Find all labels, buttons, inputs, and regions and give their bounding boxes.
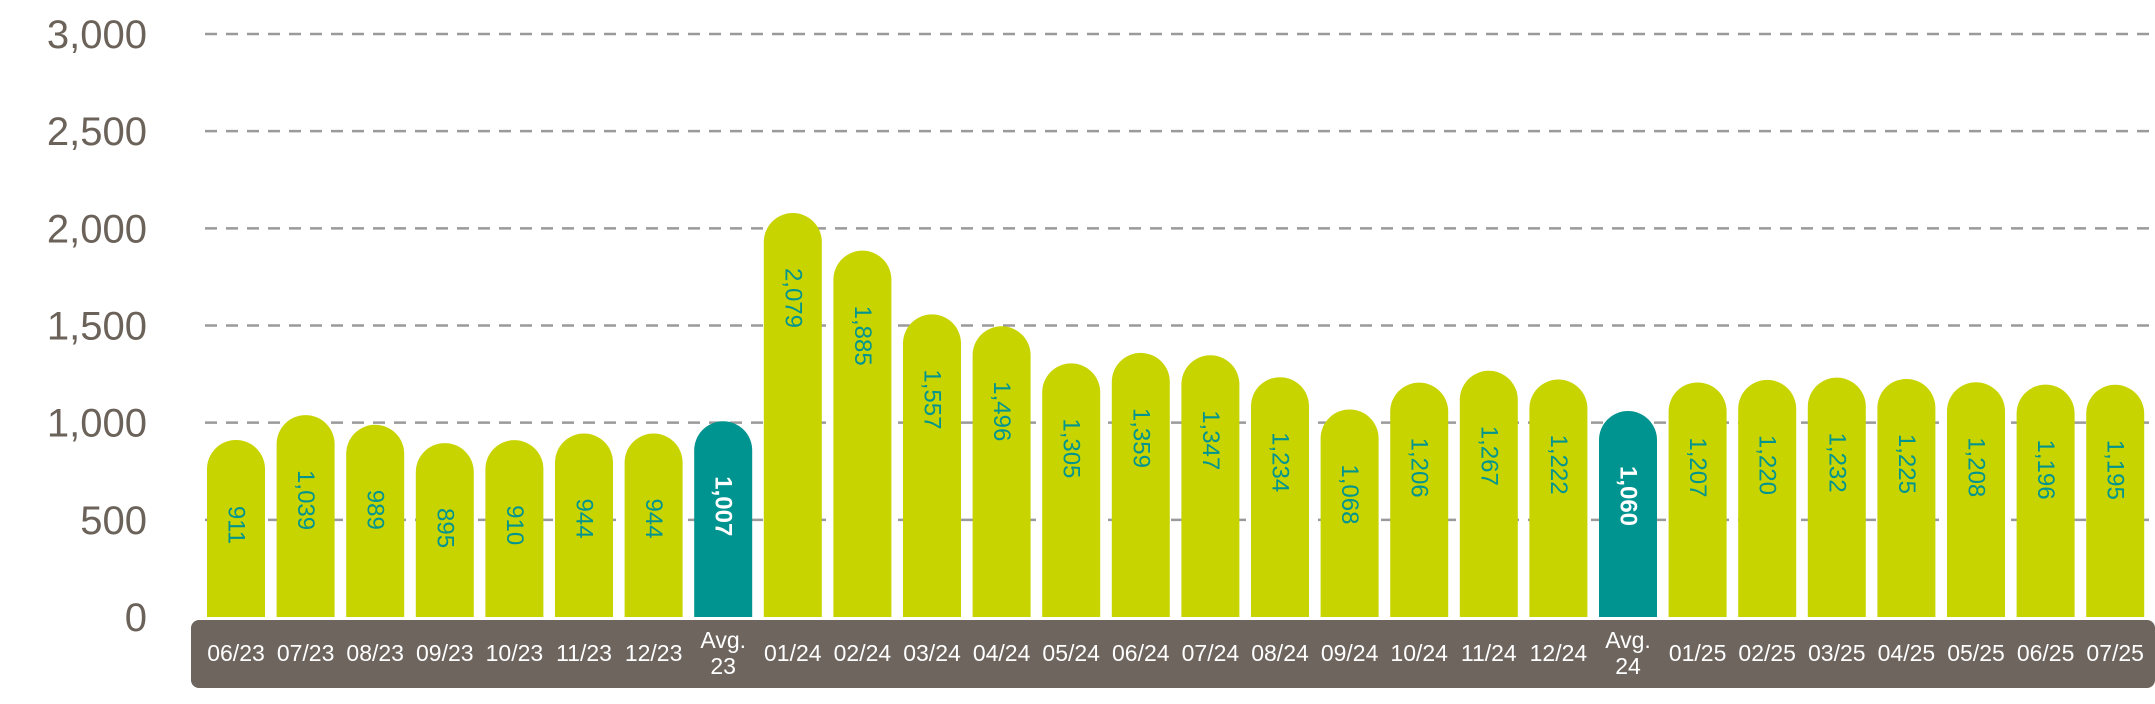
bar <box>1459 370 1518 617</box>
x-tick-label: 09/23 <box>416 640 474 666</box>
x-tick-label: 07/24 <box>1182 640 1240 666</box>
x-tick-label: 03/25 <box>1808 640 1866 666</box>
bar-value-label: 1,196 <box>2032 440 2059 500</box>
bar <box>1738 379 1797 617</box>
bar-value-label: 1,557 <box>919 369 946 429</box>
bar-value-label: 1,060 <box>1615 466 1642 526</box>
bar-value-label: 1,007 <box>710 476 737 536</box>
bar-value-label: 1,496 <box>988 381 1015 441</box>
x-tick-label: Avg. 23 <box>700 627 746 679</box>
x-tick-label: 07/23 <box>277 640 335 666</box>
bar-value-label: 1,068 <box>1336 464 1363 524</box>
bar <box>1181 355 1240 617</box>
x-tick-label: 11/24 <box>1461 640 1517 666</box>
bar <box>1111 352 1170 617</box>
x-tick-label: 08/23 <box>346 640 404 666</box>
bar <box>1042 363 1101 617</box>
bar <box>833 250 892 617</box>
y-tick-label: 0 <box>125 596 147 640</box>
bar-value-label: 1,232 <box>1823 433 1850 493</box>
x-tick-label: 09/24 <box>1321 640 1379 666</box>
x-tick-label: 07/25 <box>2086 640 2144 666</box>
y-tick-label: 1,000 <box>47 402 147 446</box>
bar-value-label: 1,359 <box>1127 408 1154 468</box>
x-axis-band <box>191 620 2155 688</box>
bar <box>276 415 335 617</box>
bar <box>763 212 822 617</box>
x-tick-label: 11/23 <box>556 640 612 666</box>
bar <box>2086 384 2145 617</box>
bar <box>2016 384 2075 617</box>
bar-value-label: 1,206 <box>1406 438 1433 498</box>
bar-value-label: 895 <box>431 508 458 548</box>
x-tick-label: 12/23 <box>625 640 683 666</box>
bars: 911 1,039 989 895 910 944 944 1,007 2,079 1,885 1,… <box>207 212 2145 617</box>
x-tick-label: 06/23 <box>207 640 265 666</box>
bar <box>415 443 474 617</box>
x-tick-label: 10/23 <box>486 640 544 666</box>
bar-value-label: 911 <box>223 506 250 544</box>
bar <box>903 314 961 617</box>
y-tick-label: 500 <box>80 499 147 543</box>
bar-value-label: 1,207 <box>1684 437 1711 497</box>
bar-value-label: 1,225 <box>1893 434 1920 494</box>
bar <box>555 433 613 617</box>
x-tick-label: 05/25 <box>1947 640 2005 666</box>
y-axis: 0 500 1,000 1,500 2,000 2,500 3,000 <box>47 13 147 640</box>
x-tick-label: 04/24 <box>973 640 1031 666</box>
bar-value-label: 944 <box>571 499 598 539</box>
bar <box>1599 411 1657 617</box>
bar-value-label: 1,039 <box>292 470 319 530</box>
y-tick-label: 2,500 <box>47 110 147 154</box>
bar <box>1807 377 1866 617</box>
y-tick-label: 1,500 <box>47 305 147 349</box>
bar-value-label: 1,267 <box>1475 426 1502 486</box>
x-tick-label: 06/24 <box>1112 640 1170 666</box>
x-tick-label: 03/24 <box>903 640 961 666</box>
bar <box>485 440 544 617</box>
bar <box>1251 377 1309 617</box>
x-tick-label: 02/25 <box>1738 640 1796 666</box>
x-tick-label: Avg. 24 <box>1605 627 1651 679</box>
x-tick-label: 01/25 <box>1669 640 1727 666</box>
bar-value-label: 1,208 <box>1963 437 1990 497</box>
y-tick-label: 2,000 <box>47 207 147 251</box>
x-axis: 06/23 07/23 08/23 09/23 10/23 11/23 12/23 Avg. 2… <box>207 627 2144 679</box>
x-tick-label: 01/24 <box>764 640 822 666</box>
x-tick-label: 10/24 <box>1390 640 1448 666</box>
bar <box>1529 379 1588 617</box>
bar-value-label: 1,305 <box>1058 418 1085 478</box>
bar <box>1320 409 1379 617</box>
x-tick-label: 05/24 <box>1042 640 1100 666</box>
bar-value-label: 989 <box>362 490 389 530</box>
bar <box>1877 378 1936 617</box>
bar-value-label: 944 <box>640 499 667 539</box>
bar-value-label: 1,234 <box>1267 432 1294 492</box>
x-tick-label: 06/25 <box>2017 640 2075 666</box>
bar <box>346 424 405 617</box>
bar-value-label: 910 <box>501 505 528 545</box>
x-tick-label: 12/24 <box>1530 640 1588 666</box>
x-tick-label: 02/24 <box>834 640 892 666</box>
bar <box>972 326 1031 617</box>
bar-value-label: 1,195 <box>2102 440 2129 500</box>
bar <box>624 433 683 617</box>
bar <box>207 439 265 617</box>
bar-value-label: 1,220 <box>1754 435 1781 495</box>
bar <box>1668 382 1727 617</box>
y-tick-label: 3,000 <box>47 13 147 57</box>
x-tick-label: 04/25 <box>1878 640 1936 666</box>
x-tick-label: 08/24 <box>1251 640 1309 666</box>
bar <box>1390 382 1449 617</box>
bar <box>694 421 753 617</box>
bar-value-label: 1,222 <box>1545 434 1572 494</box>
bar <box>1947 382 2005 617</box>
bar-value-label: 1,347 <box>1197 410 1224 470</box>
bar-value-label: 2,079 <box>779 268 806 328</box>
bar-value-label: 1,885 <box>849 306 876 366</box>
